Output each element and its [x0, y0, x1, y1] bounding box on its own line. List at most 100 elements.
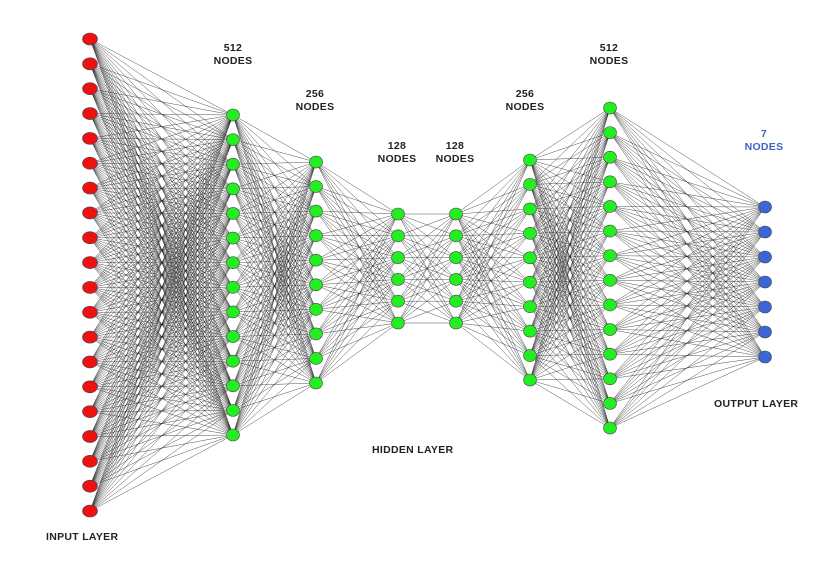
edge-hidden-4-0-to-hidden-5-3: [455, 213, 531, 234]
input-node-input-18: [82, 479, 98, 493]
edge-input-19-to-hidden-1-5: [89, 237, 234, 512]
edge-hidden-2-2-to-hidden-3-4: [315, 210, 399, 302]
hidden-node-hidden-6-4: [603, 200, 617, 213]
edge-hidden-1-5-to-hidden-2-0: [232, 161, 317, 239]
edge-hidden-4-5-to-hidden-5-9: [455, 322, 531, 381]
edge-hidden-5-9-to-hidden-6-4: [529, 206, 611, 381]
edge-hidden-5-9-to-hidden-6-12: [529, 379, 611, 404]
edge-hidden-2-5-to-hidden-3-4: [315, 284, 399, 302]
edge-hidden-4-5-to-hidden-5-6: [455, 306, 531, 324]
input-node-input-15: [82, 405, 98, 418]
edge-hidden-5-9-to-hidden-6-1: [529, 132, 611, 381]
hidden-node-hidden-2-6: [309, 303, 323, 316]
edge-hidden-2-4-to-hidden-3-0: [315, 213, 399, 261]
edge-hidden-5-9-to-hidden-6-10: [529, 353, 611, 381]
edge-hidden-2-2-to-hidden-3-3: [315, 210, 399, 280]
edge-hidden-6-3-to-output-0: [609, 181, 766, 208]
edge-hidden-4-4-to-hidden-5-5: [455, 282, 531, 302]
hidden-node-hidden-2-7: [309, 327, 323, 341]
edge-input-5-to-hidden-1-0: [89, 114, 234, 164]
edge-input-19-to-hidden-1-3: [89, 188, 234, 512]
hidden-node-hidden-5-1: [523, 178, 537, 191]
edge-hidden-3-3-to-hidden-4-0: [397, 213, 457, 280]
edge-hidden-2-9-to-hidden-3-0: [315, 213, 399, 384]
edge-input-19-to-hidden-1-8: [89, 311, 234, 512]
edge-hidden-4-5-to-hidden-5-1: [455, 184, 531, 324]
edge-hidden-4-2-to-hidden-5-8: [455, 257, 531, 356]
edge-hidden-4-4-to-hidden-5-1: [455, 184, 531, 302]
edge-hidden-5-0-to-hidden-6-0: [529, 107, 611, 161]
input-node-input-10: [82, 281, 98, 294]
edge-hidden-1-4-to-hidden-2-0: [232, 161, 317, 214]
hidden-node-hidden-5-5: [523, 275, 537, 289]
edge-input-13-to-hidden-1-0: [89, 114, 234, 363]
hidden-node-hidden-1-4: [226, 207, 240, 220]
layer-label-hidden-1: 512 NODES: [207, 42, 259, 68]
edge-hidden-5-9-to-hidden-6-13: [529, 379, 611, 429]
edge-hidden-6-13-to-output-6: [609, 356, 766, 429]
network-nodes: [82, 32, 772, 518]
hidden-node-hidden-1-11: [226, 379, 240, 393]
edge-hidden-4-4-to-hidden-5-7: [455, 300, 531, 332]
edge-hidden-5-9-to-hidden-6-0: [529, 107, 611, 381]
input-node-input-3: [82, 107, 98, 120]
hidden-node-hidden-3-1: [391, 229, 405, 243]
edge-hidden-2-7-to-hidden-3-3: [315, 279, 399, 335]
edge-hidden-4-2-to-hidden-5-6: [455, 257, 531, 307]
edge-hidden-4-3-to-hidden-5-4: [455, 257, 531, 280]
edge-input-19-to-hidden-1-6: [89, 262, 234, 512]
edge-hidden-5-2-to-hidden-6-0: [529, 107, 611, 210]
edge-hidden-2-2-to-hidden-3-0: [315, 210, 399, 215]
edge-input-6-to-hidden-1-0: [89, 114, 234, 189]
hidden-node-hidden-5-7: [523, 324, 537, 338]
edge-hidden-4-0-to-hidden-5-4: [455, 213, 531, 258]
edge-hidden-6-0-to-output-0: [609, 107, 766, 208]
hidden-node-hidden-1-9: [226, 330, 240, 343]
input-node-input-6: [82, 181, 98, 195]
edge-hidden-4-0-to-hidden-5-7: [455, 213, 531, 332]
hidden-node-hidden-1-7: [226, 281, 240, 294]
layer-count-hidden-1: 512: [223, 42, 243, 54]
edge-hidden-1-3-to-hidden-2-0: [232, 161, 317, 190]
edge-hidden-2-5-to-hidden-3-2: [315, 257, 399, 285]
edge-hidden-1-9-to-hidden-2-0: [232, 161, 317, 337]
hidden-node-hidden-6-10: [603, 347, 617, 361]
hidden-node-hidden-6-3: [603, 175, 617, 189]
edge-input-1-to-hidden-1-0: [89, 63, 234, 116]
edge-input-9-to-hidden-1-0: [89, 114, 234, 263]
edge-hidden-4-0-to-hidden-5-2: [455, 208, 531, 215]
hidden-node-hidden-6-5: [603, 224, 617, 238]
edge-hidden-2-1-to-hidden-3-1: [315, 186, 399, 236]
edge-hidden-2-0-to-hidden-3-3: [315, 161, 399, 280]
edge-hidden-3-5-to-hidden-4-1: [397, 235, 457, 324]
edge-hidden-3-1-to-hidden-4-0: [397, 213, 457, 237]
edge-hidden-2-3-to-hidden-3-5: [315, 235, 399, 324]
layer-count-hidden-3: 128: [387, 140, 407, 152]
hidden-node-hidden-1-0: [226, 108, 240, 122]
hidden-node-hidden-5-9: [523, 373, 537, 387]
hidden-node-hidden-5-6: [523, 300, 537, 313]
layer-count-hidden-6: 512: [599, 42, 619, 54]
edge-hidden-4-2-to-hidden-5-3: [455, 233, 531, 258]
edge-input-7-to-hidden-1-0: [89, 114, 234, 214]
edge-input-15-to-hidden-1-0: [89, 114, 234, 412]
output-node-output-5: [758, 325, 772, 339]
hidden-node-hidden-4-3: [449, 273, 463, 286]
edge-hidden-2-1-to-hidden-3-4: [315, 186, 399, 302]
edge-hidden-4-2-to-hidden-5-0: [455, 159, 531, 258]
edge-hidden-2-2-to-hidden-3-2: [315, 210, 399, 258]
edge-hidden-2-7-to-hidden-3-1: [315, 235, 399, 335]
hidden-node-hidden-1-12: [226, 404, 240, 417]
edge-hidden-5-4-to-hidden-6-0: [529, 107, 611, 258]
edge-hidden-4-4-to-hidden-5-0: [455, 159, 531, 302]
edge-hidden-1-13-to-hidden-2-6: [232, 309, 317, 436]
edge-hidden-1-13-to-hidden-2-4: [232, 260, 317, 436]
input-node-input-5: [82, 156, 98, 170]
hidden-node-hidden-4-4: [449, 294, 463, 308]
input-node-input-1: [82, 57, 98, 71]
hidden-node-hidden-4-1: [449, 229, 463, 243]
edge-hidden-5-1-to-hidden-6-0: [529, 107, 611, 185]
edge-hidden-2-6-to-hidden-3-4: [315, 300, 399, 310]
hidden-node-hidden-1-8: [226, 305, 240, 319]
